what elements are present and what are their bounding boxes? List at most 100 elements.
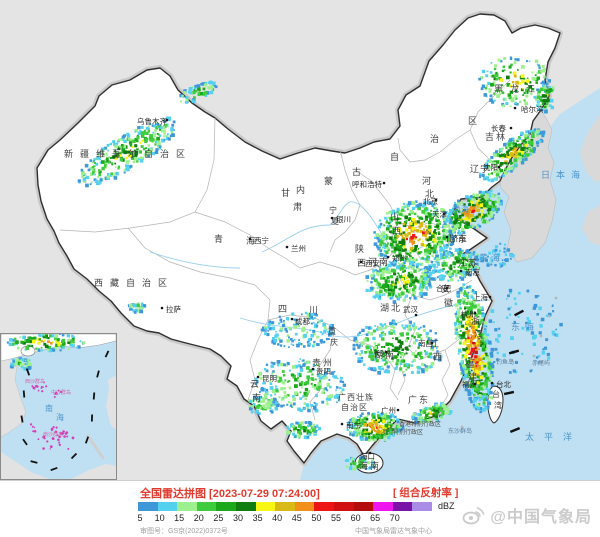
- svg-text:浙: 浙: [471, 315, 480, 326]
- svg-text:西: 西: [433, 352, 442, 362]
- svg-text:日本海: 日本海: [541, 169, 586, 180]
- colorbar-cell: [373, 502, 393, 511]
- svg-text:杭州: 杭州: [461, 309, 476, 319]
- svg-text:广东: 广东: [408, 394, 430, 405]
- svg-text:辽宁: 辽宁: [470, 163, 490, 174]
- colorbar-cell: [196, 502, 217, 511]
- svg-text:南: 南: [45, 403, 53, 413]
- small-island-dots: [460, 296, 558, 429]
- svg-text:江: 江: [474, 329, 483, 339]
- inset-borneo: [71, 464, 116, 479]
- svg-text:黄海: 黄海: [479, 252, 503, 263]
- colorbar-tick: 25: [213, 513, 224, 523]
- colorbar-tick: 20: [193, 513, 204, 523]
- colorbar-cell: [275, 502, 295, 511]
- svg-text:渤海: 渤海: [452, 204, 470, 214]
- colorbar-tick: 5: [137, 513, 143, 523]
- inset-palawan: [86, 434, 105, 460]
- svg-text:北: 北: [425, 189, 434, 199]
- svg-text:海: 海: [56, 412, 64, 422]
- weibo-watermark: @中国气象局: [462, 503, 592, 527]
- colorbar-tick: 35: [252, 513, 263, 523]
- svg-text:江苏: 江苏: [458, 257, 478, 268]
- svg-text:湖北: 湖北: [380, 303, 402, 313]
- svg-text:南京: 南京: [465, 267, 480, 277]
- colorbar-tick: 40: [272, 513, 283, 523]
- legend-bar: 全国雷达拼图 [2023-07-29 07:24:00] [ 组合反射率 ] d…: [0, 480, 600, 537]
- colorbar-tick: 30: [232, 513, 244, 523]
- svg-text:郑州: 郑州: [392, 253, 407, 263]
- colorbar-cell: [255, 502, 276, 511]
- svg-text:治: 治: [430, 133, 439, 144]
- colorbar-tick: 15: [174, 513, 185, 523]
- svg-text:夏: 夏: [331, 217, 339, 226]
- svg-text:西宁: 西宁: [254, 235, 269, 245]
- svg-text:兰州: 兰州: [291, 243, 306, 253]
- svg-text:南: 南: [252, 392, 261, 403]
- colorbar-cell: [157, 502, 178, 511]
- svg-text:西藏自治区: 西藏自治区: [94, 277, 174, 288]
- colorbar-tick: 65: [370, 513, 381, 523]
- data-credit: 中国气象局雷达气象中心: [355, 528, 432, 535]
- svg-text:香港特别行政区: 香港特别行政区: [399, 420, 441, 428]
- colorbar-cell: [216, 502, 236, 511]
- main-map-svg: 新疆维吾尔自治区西藏自治区青海内蒙古自治区甘肃宁夏陕西山西河北山东河南江苏安徽浙…: [34, 11, 600, 480]
- colorbar-cell: [333, 502, 354, 511]
- svg-text:四: 四: [278, 304, 287, 314]
- svg-text:济南: 济南: [451, 233, 466, 243]
- svg-text:哈尔滨: 哈尔滨: [521, 104, 544, 114]
- svg-text:西: 西: [392, 226, 401, 236]
- svg-text:区: 区: [468, 116, 477, 126]
- svg-text:赤尾屿: 赤尾屿: [532, 359, 550, 367]
- colorbar-tick: 50: [311, 513, 322, 523]
- colorbar-tick: 10: [154, 513, 165, 523]
- inset-luzon: [106, 376, 116, 429]
- colorbar-cell: [353, 502, 374, 511]
- svg-text:海口: 海口: [360, 451, 375, 461]
- svg-text:澳门特别行政区: 澳门特别行政区: [381, 428, 423, 436]
- colorbar-tick: 70: [389, 513, 400, 523]
- svg-text:呼和浩特: 呼和浩特: [352, 179, 382, 189]
- svg-text:云: 云: [250, 379, 259, 389]
- svg-text:黑龙江: 黑龙江: [494, 83, 542, 94]
- svg-text:昆明: 昆明: [262, 374, 277, 383]
- svg-text:南沙群岛: 南沙群岛: [43, 431, 63, 438]
- colorbar-cell: [294, 502, 315, 511]
- svg-text:古: 古: [352, 166, 361, 177]
- svg-text:海南: 海南: [359, 460, 381, 471]
- colorbar-tick: 60: [350, 513, 361, 523]
- svg-text:沈阳: 沈阳: [483, 162, 498, 172]
- unit-label: dBZ: [438, 501, 455, 511]
- colorbar-cell: [138, 502, 158, 511]
- svg-text:山东: 山东: [446, 233, 470, 244]
- colorbar-cell: [235, 502, 256, 511]
- svg-text:台: 台: [492, 389, 500, 399]
- svg-text:太平洋: 太平洋: [525, 431, 582, 442]
- nine-dash-line: [20, 350, 110, 472]
- svg-text:内: 内: [296, 184, 305, 195]
- svg-text:河南: 河南: [368, 256, 390, 267]
- svg-text:贵阳: 贵阳: [316, 366, 331, 376]
- colorbar-cell: [314, 502, 334, 511]
- svg-text:南昌: 南昌: [418, 338, 433, 348]
- svg-text:武汉: 武汉: [403, 304, 418, 314]
- svg-text:合肥: 合肥: [436, 283, 451, 293]
- svg-text:成都: 成都: [295, 316, 310, 326]
- svg-text:东沙群岛: 东沙群岛: [448, 427, 472, 435]
- svg-text:自: 自: [390, 151, 399, 162]
- svg-text:西安: 西安: [365, 258, 380, 268]
- svg-text:拉萨: 拉萨: [166, 304, 181, 314]
- svg-text:庆: 庆: [330, 337, 338, 347]
- svg-text:甘: 甘: [281, 187, 290, 198]
- svg-text:东海: 东海: [511, 321, 539, 332]
- japan-kyushu: [582, 205, 600, 246]
- svg-text:福: 福: [465, 358, 474, 369]
- svg-text:台北: 台北: [496, 379, 511, 389]
- watermark-text: @中国气象局: [490, 509, 592, 526]
- svg-text:长沙: 长沙: [373, 348, 388, 358]
- svg-text:钓鱼岛: 钓鱼岛: [496, 358, 514, 366]
- map-labels: 新疆维吾尔自治区西藏自治区青海内蒙古自治区甘肃宁夏陕西山西河北山东河南江苏安徽浙…: [64, 83, 586, 471]
- svg-text:中沙群岛: 中沙群岛: [51, 389, 71, 396]
